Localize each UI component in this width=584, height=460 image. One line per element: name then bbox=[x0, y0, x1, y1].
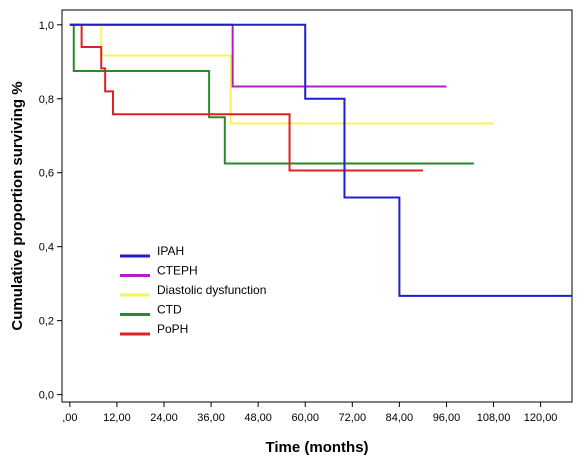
series-line-ctd bbox=[69, 23, 474, 165]
y-tick-label: 1,0 bbox=[39, 20, 54, 32]
series-layer bbox=[69, 23, 572, 297]
y-tick-label: 0,8 bbox=[39, 94, 54, 106]
x-tick-label: 36,00 bbox=[197, 412, 225, 424]
x-tick-label: 84,00 bbox=[386, 412, 414, 424]
x-tick-label: 48,00 bbox=[244, 412, 272, 424]
x-tick-label: 96,00 bbox=[433, 412, 461, 424]
x-tick-label: 108,00 bbox=[477, 412, 511, 424]
x-tick-label: 60,00 bbox=[291, 412, 319, 424]
legend-label: IPAH bbox=[157, 244, 184, 258]
x-tick-label: 24,00 bbox=[150, 412, 178, 424]
x-axis-title: Time (months) bbox=[265, 439, 368, 456]
y-tick-label: 0,0 bbox=[39, 390, 54, 402]
legend-label: CTD bbox=[157, 303, 182, 317]
legend: IPAH CTEPH Diastolic dysfunction CTD PoPH bbox=[120, 244, 266, 336]
y-axis-title: Cumulative proportion surviving % bbox=[9, 81, 26, 330]
plot-frame bbox=[61, 9, 573, 403]
x-tick-label: 72,00 bbox=[339, 412, 367, 424]
legend-label: CTEPH bbox=[157, 264, 198, 278]
ticks-layer: 0,0 0,2 0,4 0,6 0,8 1,0 ,00 12,00 24,00 36,00 48,0… bbox=[39, 20, 558, 424]
x-tick-label: 120,00 bbox=[524, 412, 558, 424]
x-tick-label: ,00 bbox=[62, 412, 77, 424]
y-tick-label: 0,2 bbox=[39, 316, 54, 328]
legend-label: PoPH bbox=[157, 322, 188, 336]
x-tick-label: 12,00 bbox=[103, 412, 131, 424]
series-line-poph bbox=[69, 23, 423, 172]
series-line-ipah bbox=[69, 23, 572, 297]
legend-label: Diastolic dysfunction bbox=[157, 283, 266, 297]
y-tick-label: 0,4 bbox=[39, 242, 54, 254]
y-tick-label: 0,6 bbox=[39, 168, 54, 180]
